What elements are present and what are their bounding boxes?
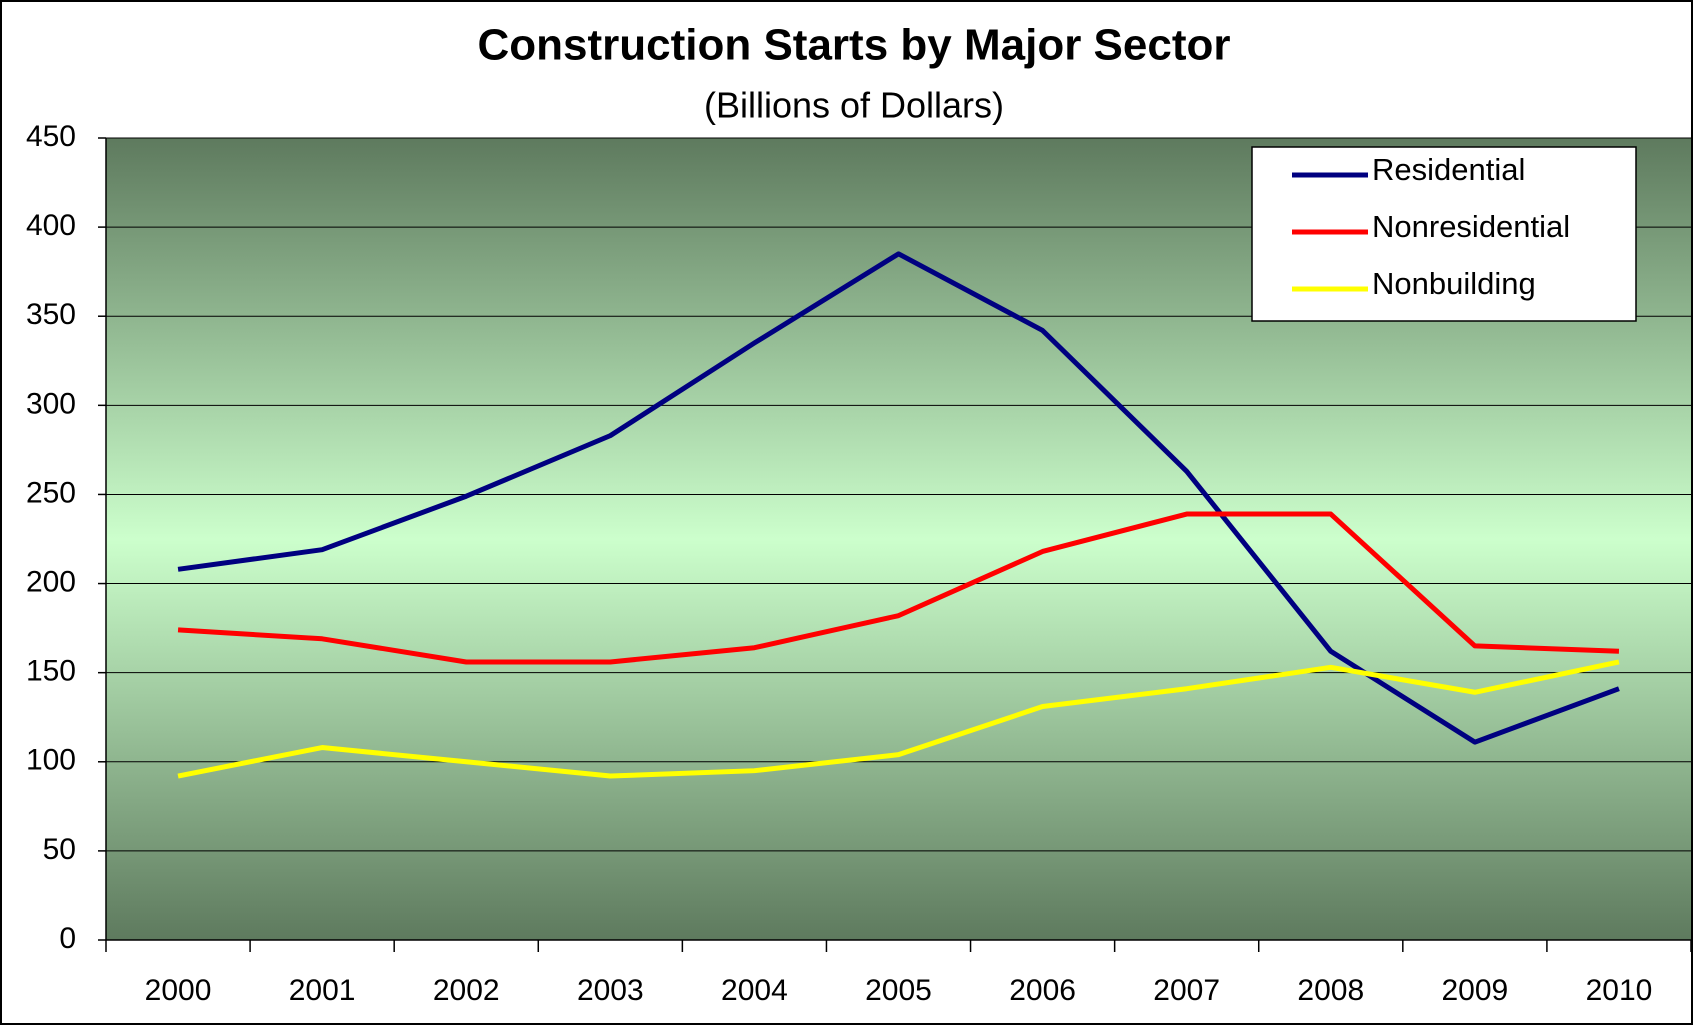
x-tick-label: 2002 bbox=[433, 974, 500, 1007]
y-tick-label: 100 bbox=[26, 744, 76, 777]
legend-label: Nonresidential bbox=[1372, 209, 1570, 244]
x-tick-label: 2000 bbox=[145, 974, 212, 1007]
y-tick-label: 400 bbox=[26, 209, 76, 242]
chart-title: Construction Starts by Major Sector bbox=[477, 21, 1230, 70]
x-tick-label: 2006 bbox=[1009, 974, 1076, 1007]
y-tick-label: 350 bbox=[26, 298, 76, 331]
line-series bbox=[177, 659, 1620, 779]
x-tick-label: 2004 bbox=[721, 974, 788, 1007]
line-series bbox=[177, 251, 1620, 745]
x-tick-label: 2007 bbox=[1153, 974, 1220, 1007]
x-tick-label: 2005 bbox=[865, 974, 932, 1007]
y-tick-label: 300 bbox=[26, 387, 76, 420]
legend-label: Residential bbox=[1372, 152, 1525, 187]
x-tick-label: 2001 bbox=[289, 974, 356, 1007]
y-tick-label: 250 bbox=[26, 476, 76, 509]
x-tick-label: 2010 bbox=[1586, 974, 1653, 1007]
y-tick-label: 200 bbox=[26, 565, 76, 598]
y-tick-label: 450 bbox=[26, 120, 76, 153]
y-tick-label: 0 bbox=[59, 922, 76, 955]
x-tick-label: 2003 bbox=[577, 974, 644, 1007]
line-series bbox=[177, 511, 1620, 665]
chart-subtitle: (Billions of Dollars) bbox=[704, 85, 1004, 126]
x-tick-label: 2008 bbox=[1297, 974, 1364, 1007]
y-tick-label: 50 bbox=[43, 833, 76, 866]
x-tick-label: 2009 bbox=[1441, 974, 1508, 1007]
legend-label: Nonbuilding bbox=[1372, 266, 1536, 301]
y-tick-label: 150 bbox=[26, 655, 76, 688]
